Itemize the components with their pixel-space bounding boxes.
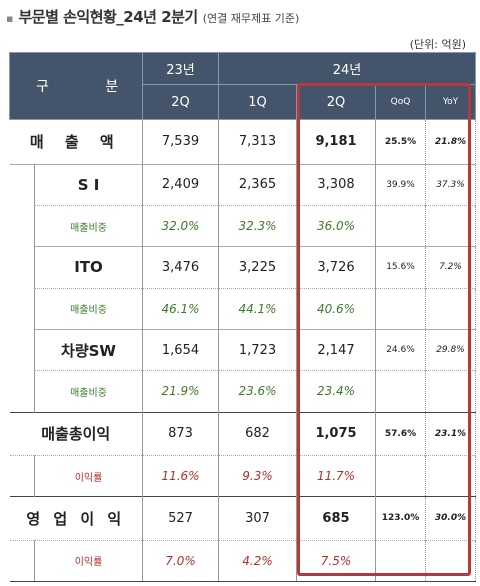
cell-ratio: 36.0%	[296, 204, 376, 247]
header-year-24: 24년	[217, 51, 477, 86]
cell-value: 2,409	[142, 163, 219, 206]
cell-empty	[425, 287, 477, 330]
row-label-ito-ratio: 매출비중	[34, 287, 143, 330]
cell-ratio: 23.6%	[218, 370, 297, 413]
cell-value: 685	[296, 496, 376, 541]
cell-ratio: 32.3%	[218, 204, 297, 247]
cell-yoy: 29.8%	[425, 328, 477, 371]
cell-value: 307	[218, 496, 297, 541]
cell-yoy: 23.1%	[425, 411, 477, 456]
cell-empty	[425, 370, 477, 413]
header-gubun: 구 분	[9, 51, 143, 121]
title-bullet: ▪	[6, 12, 14, 25]
cell-ratio: 40.6%	[296, 287, 376, 330]
cell-value: 2,147	[296, 328, 376, 371]
table-row: ITO 3,476 3,225 3,726 15.6% 7.2%	[10, 246, 477, 289]
cell-qoq: 24.6%	[375, 328, 426, 371]
cell-empty	[375, 370, 426, 413]
cell-ratio: 44.1%	[218, 287, 297, 330]
cell-empty	[425, 539, 477, 583]
table-row: 매출비중 21.9% 23.6% 23.4%	[10, 370, 477, 413]
cell-value: 527	[142, 496, 219, 541]
cell-value: 873	[142, 411, 219, 456]
cell-yoy: 7.2%	[425, 246, 477, 289]
cell-value: 3,308	[296, 163, 376, 206]
indent-spacer	[9, 454, 35, 497]
row-label-gross-profit: 매출총이익	[9, 411, 143, 456]
title-sub: (연결 재무제표 기준)	[202, 12, 300, 25]
cell-ratio: 11.7%	[296, 454, 376, 497]
table-row: 영 업 이 익 527 307 685 123.0% 30.0%	[9, 496, 477, 541]
cell-empty	[425, 454, 477, 497]
cell-qoq: 39.9%	[375, 163, 426, 206]
table-row: 매출비중 46.1% 44.1% 40.6%	[10, 287, 477, 330]
cell-qoq: 123.0%	[375, 496, 426, 541]
cell-empty	[375, 204, 426, 247]
row-label-vehicle-sw: 차량SW	[34, 328, 143, 371]
table-row: S I 2,409 2,365 3,308 39.9% 37.3%	[9, 163, 477, 413]
cell-ratio: 32.0%	[142, 204, 219, 247]
cell-ratio: 23.4%	[296, 370, 376, 413]
cell-value: 3,476	[142, 246, 219, 289]
income-table: 구 분 23년 24년 2Q 1Q 2Q QoQ YoY 매 출 액 7,539…	[9, 51, 477, 583]
page-title: ▪ 부문별 손익현황_24년 2분기 (연결 재무제표 기준)	[6, 6, 299, 26]
cell-ratio: 11.6%	[142, 454, 219, 497]
cell-value: 2,365	[218, 163, 297, 206]
table-row: 이익률 7.0% 4.2% 7.5%	[9, 539, 477, 583]
header-yoy: YoY	[424, 84, 477, 121]
title-main: 부문별 손익현황_24년 2분기	[18, 8, 198, 26]
table-row: 차량SW 1,654 1,723 2,147 24.6% 29.8%	[10, 328, 477, 371]
cell-ratio: 4.2%	[218, 539, 297, 583]
cell-value: 1,075	[296, 411, 376, 456]
cell-value: 682	[218, 411, 297, 456]
cell-value: 1,723	[218, 328, 297, 371]
cell-qoq: 15.6%	[375, 246, 426, 289]
row-label-operating-margin: 이익률	[34, 539, 143, 583]
cell-value: 7,539	[142, 119, 219, 165]
cell-ratio: 7.0%	[142, 539, 219, 583]
cell-value: 9,181	[296, 119, 376, 165]
row-label-gross-margin: 이익률	[34, 454, 143, 497]
cell-empty	[375, 454, 426, 497]
table-row: 매출비중 32.0% 32.3% 36.0%	[10, 204, 477, 247]
indent-spacer	[9, 163, 35, 413]
cell-empty	[425, 204, 477, 247]
header-qoq: QoQ	[375, 84, 426, 121]
cell-empty	[375, 539, 426, 583]
header-24-2q: 2Q	[296, 84, 376, 121]
row-label-si-ratio: 매출비중	[34, 204, 143, 247]
row-label-operating-profit: 영 업 이 익	[9, 496, 143, 541]
header-24-1q: 1Q	[218, 84, 297, 121]
header-year-23: 23년	[142, 51, 219, 86]
row-label-vehicle-sw-ratio: 매출비중	[34, 370, 143, 413]
cell-value: 1,654	[142, 328, 219, 371]
row-label-si: S I	[34, 163, 143, 206]
table-row: 이익률 11.6% 9.3% 11.7%	[9, 454, 477, 497]
indent-spacer	[9, 539, 35, 583]
cell-value: 3,225	[218, 246, 297, 289]
cell-ratio: 7.5%	[296, 539, 376, 583]
cell-yoy: 30.0%	[425, 496, 477, 541]
row-label-ito: ITO	[34, 246, 143, 289]
cell-qoq: 57.6%	[375, 411, 426, 456]
cell-yoy: 21.8%	[425, 119, 477, 165]
row-label-revenue: 매 출 액	[9, 119, 143, 165]
unit-label: (단위: 억원)	[409, 38, 466, 51]
table-row: 매출총이익 873 682 1,075 57.6% 23.1%	[9, 411, 477, 456]
cell-qoq: 25.5%	[375, 119, 426, 165]
cell-ratio: 9.3%	[218, 454, 297, 497]
cell-ratio: 46.1%	[142, 287, 219, 330]
table-row: 매 출 액 7,539 7,313 9,181 25.5% 21.8%	[9, 119, 477, 165]
cell-value: 3,726	[296, 246, 376, 289]
cell-ratio: 21.9%	[142, 370, 219, 413]
cell-empty	[375, 287, 426, 330]
cell-value: 7,313	[218, 119, 297, 165]
cell-yoy: 37.3%	[425, 163, 477, 206]
header-23-2q: 2Q	[142, 84, 219, 121]
